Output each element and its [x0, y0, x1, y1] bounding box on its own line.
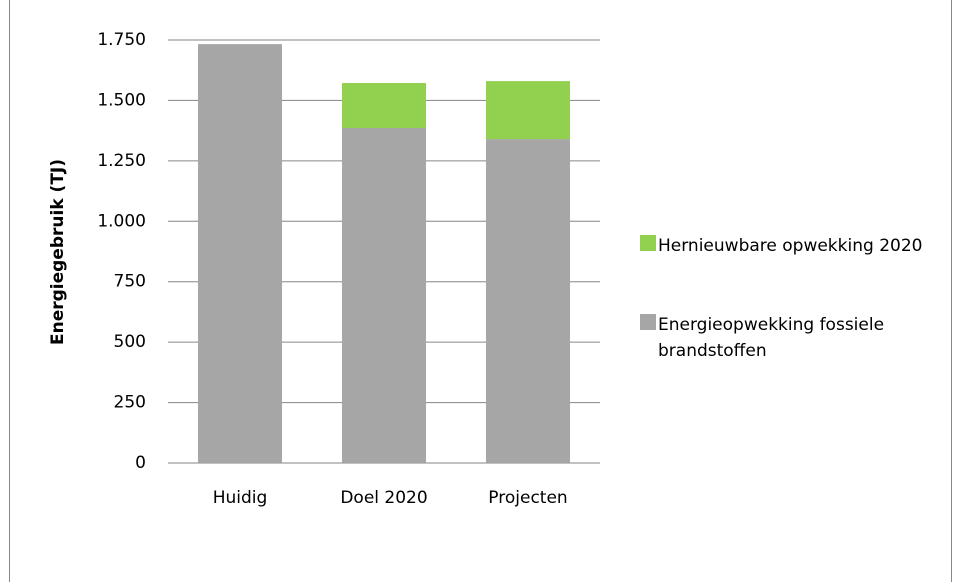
bar-segment: [486, 81, 570, 140]
bar-segment: [198, 44, 282, 464]
legend-label: Energieopwekking fossiele brandstoffen: [658, 315, 885, 361]
x-tick-label: Projecten: [488, 488, 567, 508]
y-tick-label: 1.000: [97, 211, 146, 231]
y-tick-label: 1.500: [97, 90, 146, 110]
y-tick-label: 1.250: [97, 151, 146, 171]
chart-frame: [9, 0, 952, 582]
y-tick-label: 1.750: [97, 30, 146, 50]
y-tick-label: 500: [114, 332, 146, 352]
legend-swatch: [640, 235, 656, 251]
x-tick-label: Huidig: [213, 488, 268, 508]
bar-segment: [486, 139, 570, 464]
legend-swatch: [640, 314, 656, 330]
y-tick-label: 250: [114, 393, 146, 413]
x-tick-label: Doel 2020: [340, 488, 427, 508]
bar-segment: [342, 127, 426, 463]
y-tick-label: 0: [135, 453, 146, 473]
legend-label: Hernieuwbare opwekking 2020: [658, 236, 923, 256]
y-axis-label: Energiegebruik (TJ): [48, 159, 68, 345]
y-tick-label: 750: [114, 272, 146, 292]
bar-segment: [342, 83, 426, 128]
